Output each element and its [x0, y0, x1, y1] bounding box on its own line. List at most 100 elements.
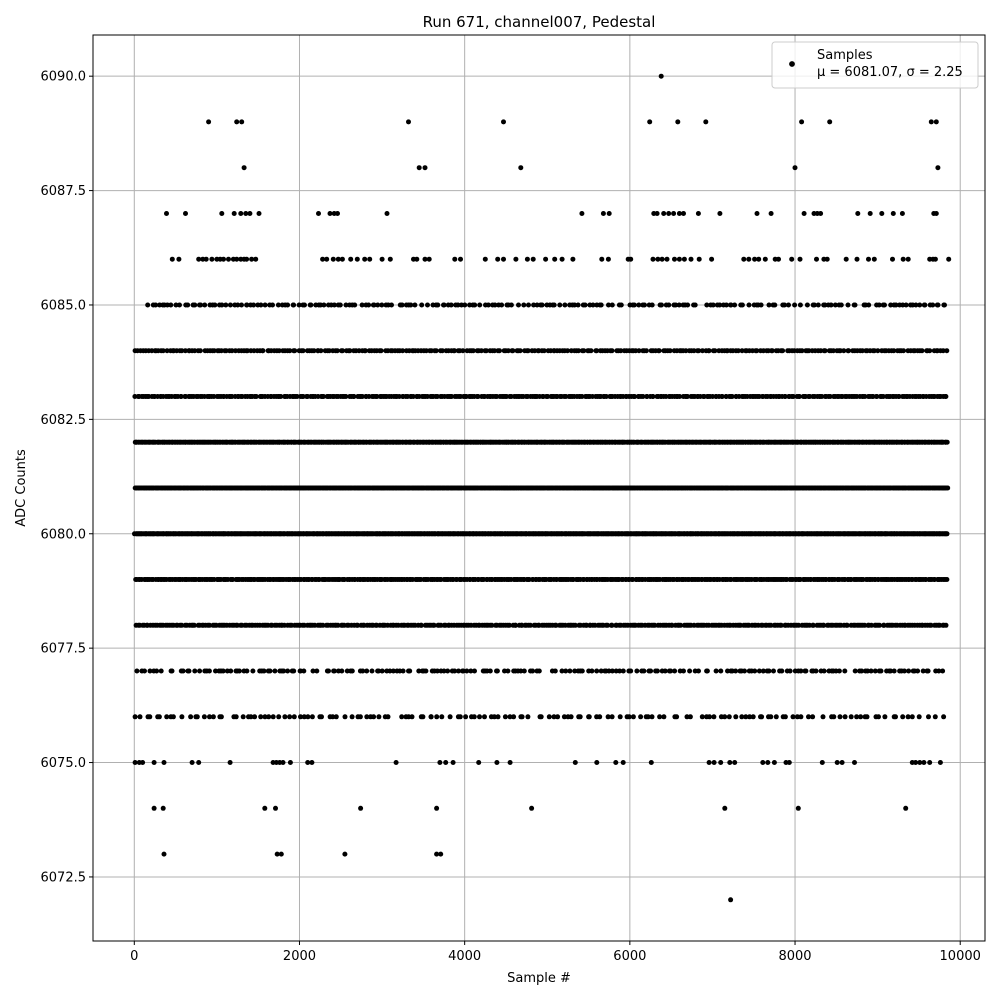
data-point — [258, 302, 264, 308]
data-point — [495, 714, 501, 720]
data-point — [787, 668, 793, 674]
data-point — [561, 714, 567, 720]
data-point — [711, 760, 717, 765]
data-point — [189, 760, 195, 765]
data-point — [406, 119, 411, 125]
data-point — [727, 760, 733, 765]
data-point — [516, 302, 521, 308]
data-point — [243, 211, 249, 216]
data-point — [147, 714, 153, 720]
data-point — [248, 714, 254, 720]
data-point — [706, 348, 712, 354]
data-point — [760, 760, 766, 765]
data-point — [903, 805, 909, 811]
data-point — [636, 348, 642, 354]
data-point — [930, 302, 936, 308]
data-point — [649, 302, 655, 308]
data-point — [530, 256, 536, 262]
data-point — [426, 256, 432, 262]
x-tick-label: 4000 — [448, 949, 481, 964]
data-point — [219, 211, 225, 216]
data-point — [262, 805, 268, 811]
y-tick-label: 6080.0 — [41, 527, 87, 542]
data-point — [605, 622, 610, 628]
data-point — [423, 348, 429, 354]
data-point — [310, 668, 316, 674]
data-point — [658, 73, 664, 79]
data-point — [673, 302, 679, 308]
data-point — [709, 256, 715, 262]
data-point — [756, 256, 762, 262]
data-point — [349, 714, 355, 720]
data-point — [227, 302, 233, 308]
data-point — [192, 348, 198, 354]
data-point — [247, 211, 253, 216]
data-point — [935, 302, 941, 308]
data-point — [280, 760, 286, 765]
data-point — [238, 211, 244, 216]
data-point — [357, 714, 363, 720]
data-point — [776, 256, 781, 262]
data-point — [203, 256, 209, 262]
data-point — [399, 302, 405, 308]
data-point — [231, 211, 237, 216]
legend-stats-label: μ = 6081.07, σ = 2.25 — [817, 65, 963, 80]
data-point — [559, 256, 565, 262]
data-point — [858, 714, 864, 720]
data-point — [460, 668, 466, 674]
data-point — [752, 668, 758, 674]
data-point — [555, 714, 561, 720]
data-point — [241, 165, 247, 171]
data-point — [170, 714, 176, 720]
data-point — [192, 668, 198, 674]
data-point — [768, 622, 774, 628]
data-point — [425, 302, 430, 308]
data-point — [186, 668, 192, 674]
data-point — [408, 302, 414, 308]
data-point — [223, 302, 229, 308]
data-point — [588, 348, 594, 354]
data-point — [642, 302, 647, 308]
data-point — [782, 714, 788, 720]
data-point — [552, 256, 558, 262]
data-point — [933, 119, 939, 125]
data-point — [799, 348, 805, 354]
data-point — [505, 348, 511, 354]
data-point — [572, 760, 578, 765]
data-point — [140, 760, 146, 765]
data-point — [813, 668, 819, 674]
data-point — [661, 714, 667, 720]
data-point — [638, 714, 644, 720]
data-point — [539, 302, 545, 308]
data-point — [462, 302, 468, 308]
data-point — [634, 668, 640, 674]
data-point — [179, 622, 185, 628]
data-point — [659, 256, 665, 262]
data-point — [335, 211, 340, 216]
data-point — [871, 256, 877, 262]
data-point — [605, 256, 611, 262]
data-point — [916, 714, 922, 720]
data-point — [309, 714, 315, 720]
data-point — [158, 668, 164, 674]
data-point — [227, 760, 233, 765]
data-point — [752, 256, 758, 262]
data-point — [137, 714, 143, 720]
data-point — [890, 211, 896, 216]
data-point — [519, 714, 525, 720]
data-point — [846, 348, 852, 354]
data-point — [355, 622, 361, 628]
data-point — [485, 302, 491, 308]
data-point — [183, 211, 188, 216]
data-point — [837, 714, 843, 720]
data-point — [859, 668, 865, 674]
data-point — [305, 760, 311, 765]
data-points — [132, 73, 952, 903]
data-point — [864, 714, 870, 720]
data-point — [834, 760, 840, 765]
data-point — [441, 302, 447, 308]
data-point — [940, 348, 946, 354]
data-point — [758, 302, 764, 308]
x-tick-label: 0 — [130, 949, 138, 964]
data-point — [810, 622, 816, 628]
